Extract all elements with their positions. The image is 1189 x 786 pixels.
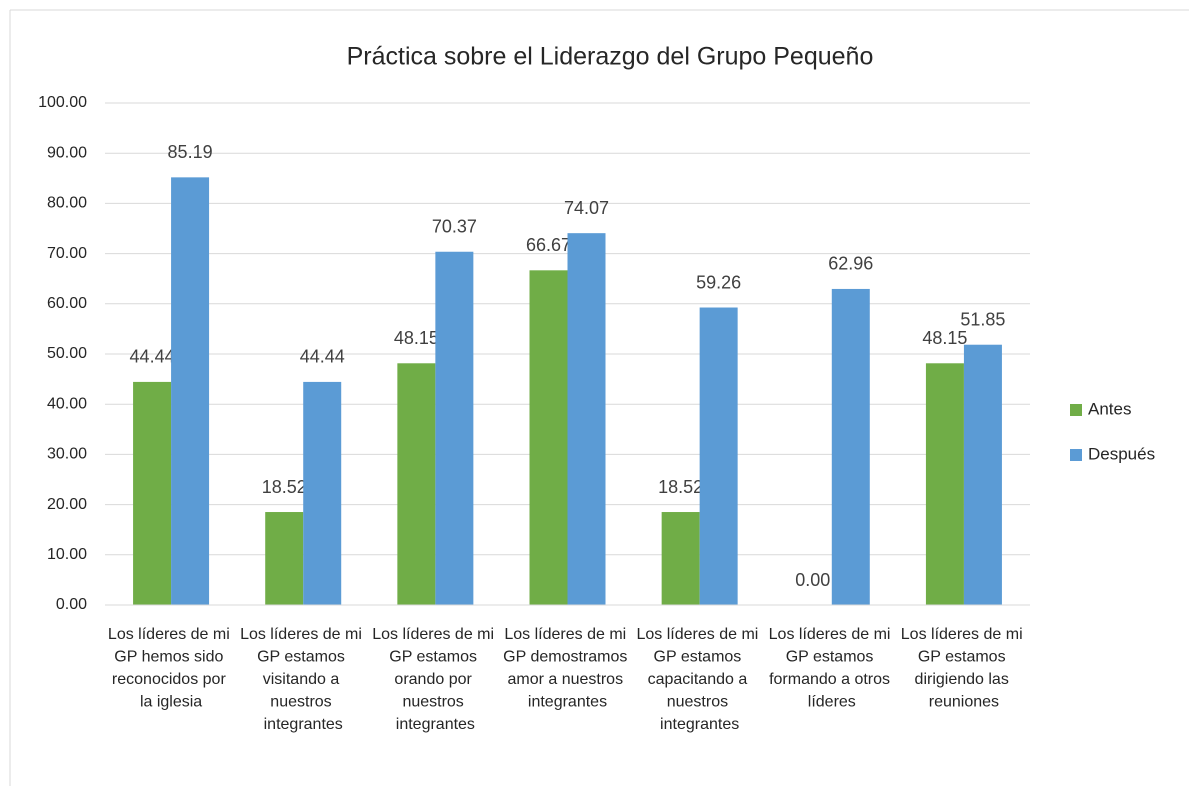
bar bbox=[529, 270, 568, 605]
y-tick-label: 90.00 bbox=[47, 144, 87, 161]
y-tick-label: 60.00 bbox=[47, 295, 87, 312]
y-tick-label: 10.00 bbox=[47, 546, 87, 563]
y-tick-label: 0.00 bbox=[56, 596, 87, 613]
data-label: 44.44 bbox=[300, 347, 345, 367]
y-tick-label: 20.00 bbox=[47, 496, 87, 513]
data-label: 18.52 bbox=[262, 477, 307, 497]
legend-swatch bbox=[1070, 449, 1082, 461]
x-tick-label: Los líderes de mi GP estamos dirigiendo … bbox=[901, 626, 1027, 711]
legend-swatch bbox=[1070, 404, 1082, 416]
data-label: 70.37 bbox=[432, 216, 477, 236]
data-label: 44.44 bbox=[130, 347, 175, 367]
bar bbox=[435, 251, 474, 605]
data-label: 85.19 bbox=[168, 142, 213, 162]
bar bbox=[831, 288, 870, 605]
data-label: 59.26 bbox=[696, 272, 741, 292]
bar bbox=[133, 381, 172, 605]
legend-label: Antes bbox=[1088, 399, 1131, 418]
data-label: 62.96 bbox=[828, 254, 873, 274]
y-tick-label: 30.00 bbox=[47, 446, 87, 463]
x-tick-label: Los líderes de mi GP demostramos amor a … bbox=[503, 626, 632, 711]
bar bbox=[661, 512, 700, 605]
data-label: 74.07 bbox=[564, 198, 609, 218]
y-tick-label: 70.00 bbox=[47, 245, 87, 262]
bar bbox=[171, 177, 210, 606]
data-label: 51.85 bbox=[960, 309, 1005, 329]
chart-title: Práctica sobre el Liderazgo del Grupo Pe… bbox=[347, 43, 874, 71]
x-tick-label: Los líderes de mi GP estamos visitando a… bbox=[240, 626, 366, 733]
bar bbox=[963, 344, 1002, 605]
data-label: 48.15 bbox=[922, 328, 967, 348]
bar bbox=[567, 233, 606, 606]
y-tick-label: 50.00 bbox=[47, 345, 87, 362]
y-tick-label: 40.00 bbox=[47, 395, 87, 412]
data-label: 66.67 bbox=[526, 235, 571, 255]
legend-label: Después bbox=[1088, 444, 1155, 463]
bar bbox=[265, 512, 304, 605]
data-label: 18.52 bbox=[658, 477, 703, 497]
y-tick-label: 80.00 bbox=[47, 195, 87, 212]
y-tick-label: 100.00 bbox=[38, 94, 87, 111]
bar bbox=[397, 363, 436, 605]
x-tick-label: Los líderes de mi GP estamos orando por … bbox=[372, 626, 498, 733]
x-tick-label: Los líderes de mi GP hemos sido reconoci… bbox=[108, 626, 234, 711]
data-label: 0.00 bbox=[795, 570, 830, 590]
x-tick-label: Los líderes de mi GP estamos capacitando… bbox=[637, 626, 763, 733]
bar bbox=[925, 363, 964, 605]
data-label: 48.15 bbox=[394, 328, 439, 348]
bar bbox=[303, 381, 342, 605]
bar bbox=[699, 307, 738, 605]
x-tick-label: Los líderes de mi GP estamos formando a … bbox=[769, 626, 895, 711]
